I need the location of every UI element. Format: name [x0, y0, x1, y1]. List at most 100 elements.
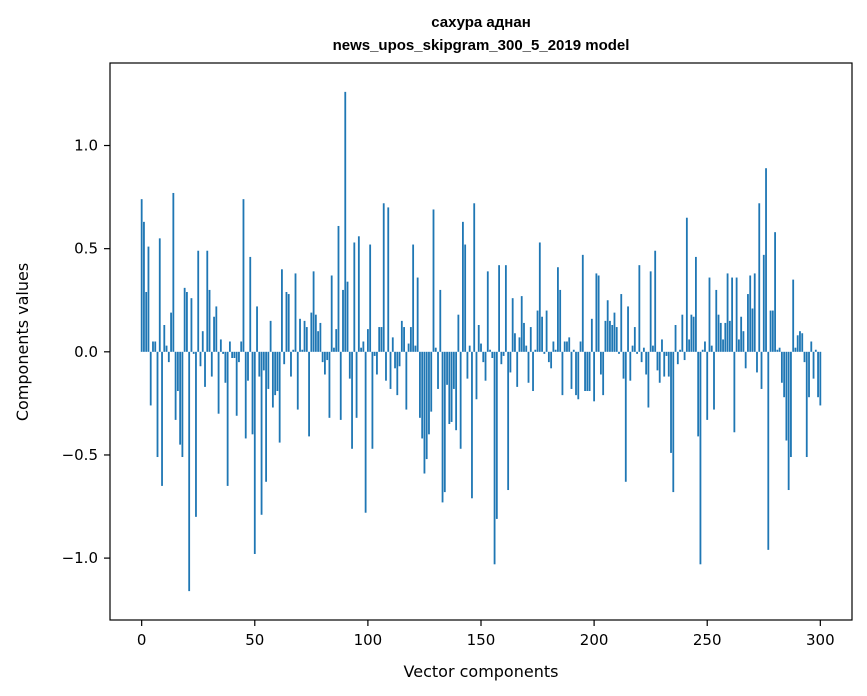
bar-component-138 [452, 351, 455, 389]
bar-component-114 [398, 351, 401, 367]
y-axis-label: Components values [13, 263, 32, 421]
x-tick-label: 300 [806, 631, 835, 649]
bar-component-64 [285, 291, 288, 352]
bar-component-79 [319, 322, 322, 352]
bar-component-68 [294, 273, 297, 352]
bar-component-116 [403, 327, 405, 352]
bar-component-105 [378, 327, 381, 352]
bar-component-93 [351, 351, 353, 449]
bar-component-185 [559, 289, 562, 352]
bar-component-190 [570, 351, 573, 389]
bar-component-186 [561, 351, 564, 396]
bar-component-109 [387, 207, 390, 352]
bar-component-292 [801, 333, 804, 352]
bar-component-294 [805, 351, 808, 458]
bar-component-84 [330, 275, 333, 352]
bar-component-282 [778, 347, 781, 352]
bar-component-16 [176, 351, 179, 392]
bar-component-80 [321, 351, 324, 363]
bar-component-86 [335, 329, 338, 352]
bar-component-6 [154, 341, 157, 352]
bar-component-0 [140, 199, 143, 352]
bar-component-60 [276, 351, 279, 392]
y-tick-label: −0.5 [62, 446, 98, 464]
bar-component-96 [357, 236, 360, 352]
bar-component-141 [459, 351, 462, 449]
bar-component-18 [181, 351, 184, 458]
bar-component-263 [735, 277, 738, 352]
bar-component-252 [710, 345, 713, 352]
bar-component-213 [622, 351, 625, 379]
bar-component-32 [213, 316, 215, 352]
bar-component-75 [310, 312, 313, 352]
bar-component-38 [226, 351, 229, 486]
bar-component-50 [253, 351, 256, 554]
bar-component-132 [439, 289, 442, 352]
bar-component-155 [491, 351, 494, 358]
bar-component-72 [303, 320, 306, 352]
bar-component-164 [511, 298, 514, 352]
bar-component-49 [251, 351, 254, 435]
bar-component-259 [726, 273, 729, 352]
bar-component-130 [434, 347, 437, 352]
bar-component-108 [385, 351, 387, 381]
bar-component-33 [215, 306, 218, 352]
bar-component-266 [742, 331, 745, 352]
bar-component-290 [796, 335, 799, 352]
bar-component-88 [339, 351, 342, 420]
bar-component-45 [242, 199, 245, 352]
bar-component-140 [457, 314, 460, 352]
bar-component-91 [346, 281, 349, 352]
bar-component-136 [448, 351, 451, 425]
bar-component-163 [509, 351, 512, 373]
bar-component-204 [602, 351, 605, 396]
bar-component-208 [611, 325, 614, 352]
bar-component-299 [817, 351, 819, 398]
bar-component-149 [477, 325, 480, 352]
bar-component-219 [636, 351, 638, 354]
bar-component-187 [563, 341, 566, 352]
bar-component-270 [751, 308, 754, 352]
bar-component-21 [188, 351, 191, 592]
bar-component-40 [231, 351, 234, 358]
bar-component-152 [484, 351, 487, 381]
bar-component-97 [360, 347, 363, 352]
bar-component-273 [758, 203, 761, 352]
bar-component-156 [493, 351, 496, 565]
bar-component-123 [419, 351, 421, 418]
bar-component-157 [495, 351, 498, 519]
bar-component-165 [514, 333, 516, 352]
bar-component-160 [502, 351, 505, 356]
bar-component-151 [482, 351, 485, 363]
bar-component-253 [713, 351, 715, 410]
bar-component-288 [792, 279, 795, 352]
bar-component-223 [645, 351, 648, 375]
bar-component-162 [507, 351, 510, 491]
bar-component-250 [706, 351, 709, 420]
bar-component-289 [794, 347, 797, 352]
bar-component-206 [606, 300, 609, 352]
bar-component-104 [376, 351, 378, 375]
x-axis-ticks: 0 50 100 150 200 250 300 [137, 620, 835, 649]
bar-component-210 [615, 327, 618, 352]
bar-component-217 [631, 345, 634, 352]
bar-component-54 [262, 351, 265, 371]
bar-component-146 [471, 351, 473, 499]
bar-component-20 [186, 291, 188, 352]
bar-component-271 [753, 273, 756, 352]
bar-component-121 [414, 345, 417, 352]
bar-component-4 [149, 351, 152, 406]
bar-component-70 [299, 318, 301, 352]
bar-component-201 [595, 273, 598, 352]
bar-component-189 [568, 337, 571, 352]
bar-component-13 [170, 312, 172, 352]
bar-component-41 [233, 351, 236, 358]
bar-component-285 [785, 351, 788, 441]
y-tick-label: 1.0 [74, 137, 98, 155]
bar-component-268 [747, 294, 749, 352]
bar-component-144 [466, 351, 469, 379]
bar-component-22 [190, 298, 193, 352]
bar-component-233 [667, 351, 670, 377]
bar-component-297 [812, 351, 815, 379]
bar-component-100 [366, 329, 369, 352]
